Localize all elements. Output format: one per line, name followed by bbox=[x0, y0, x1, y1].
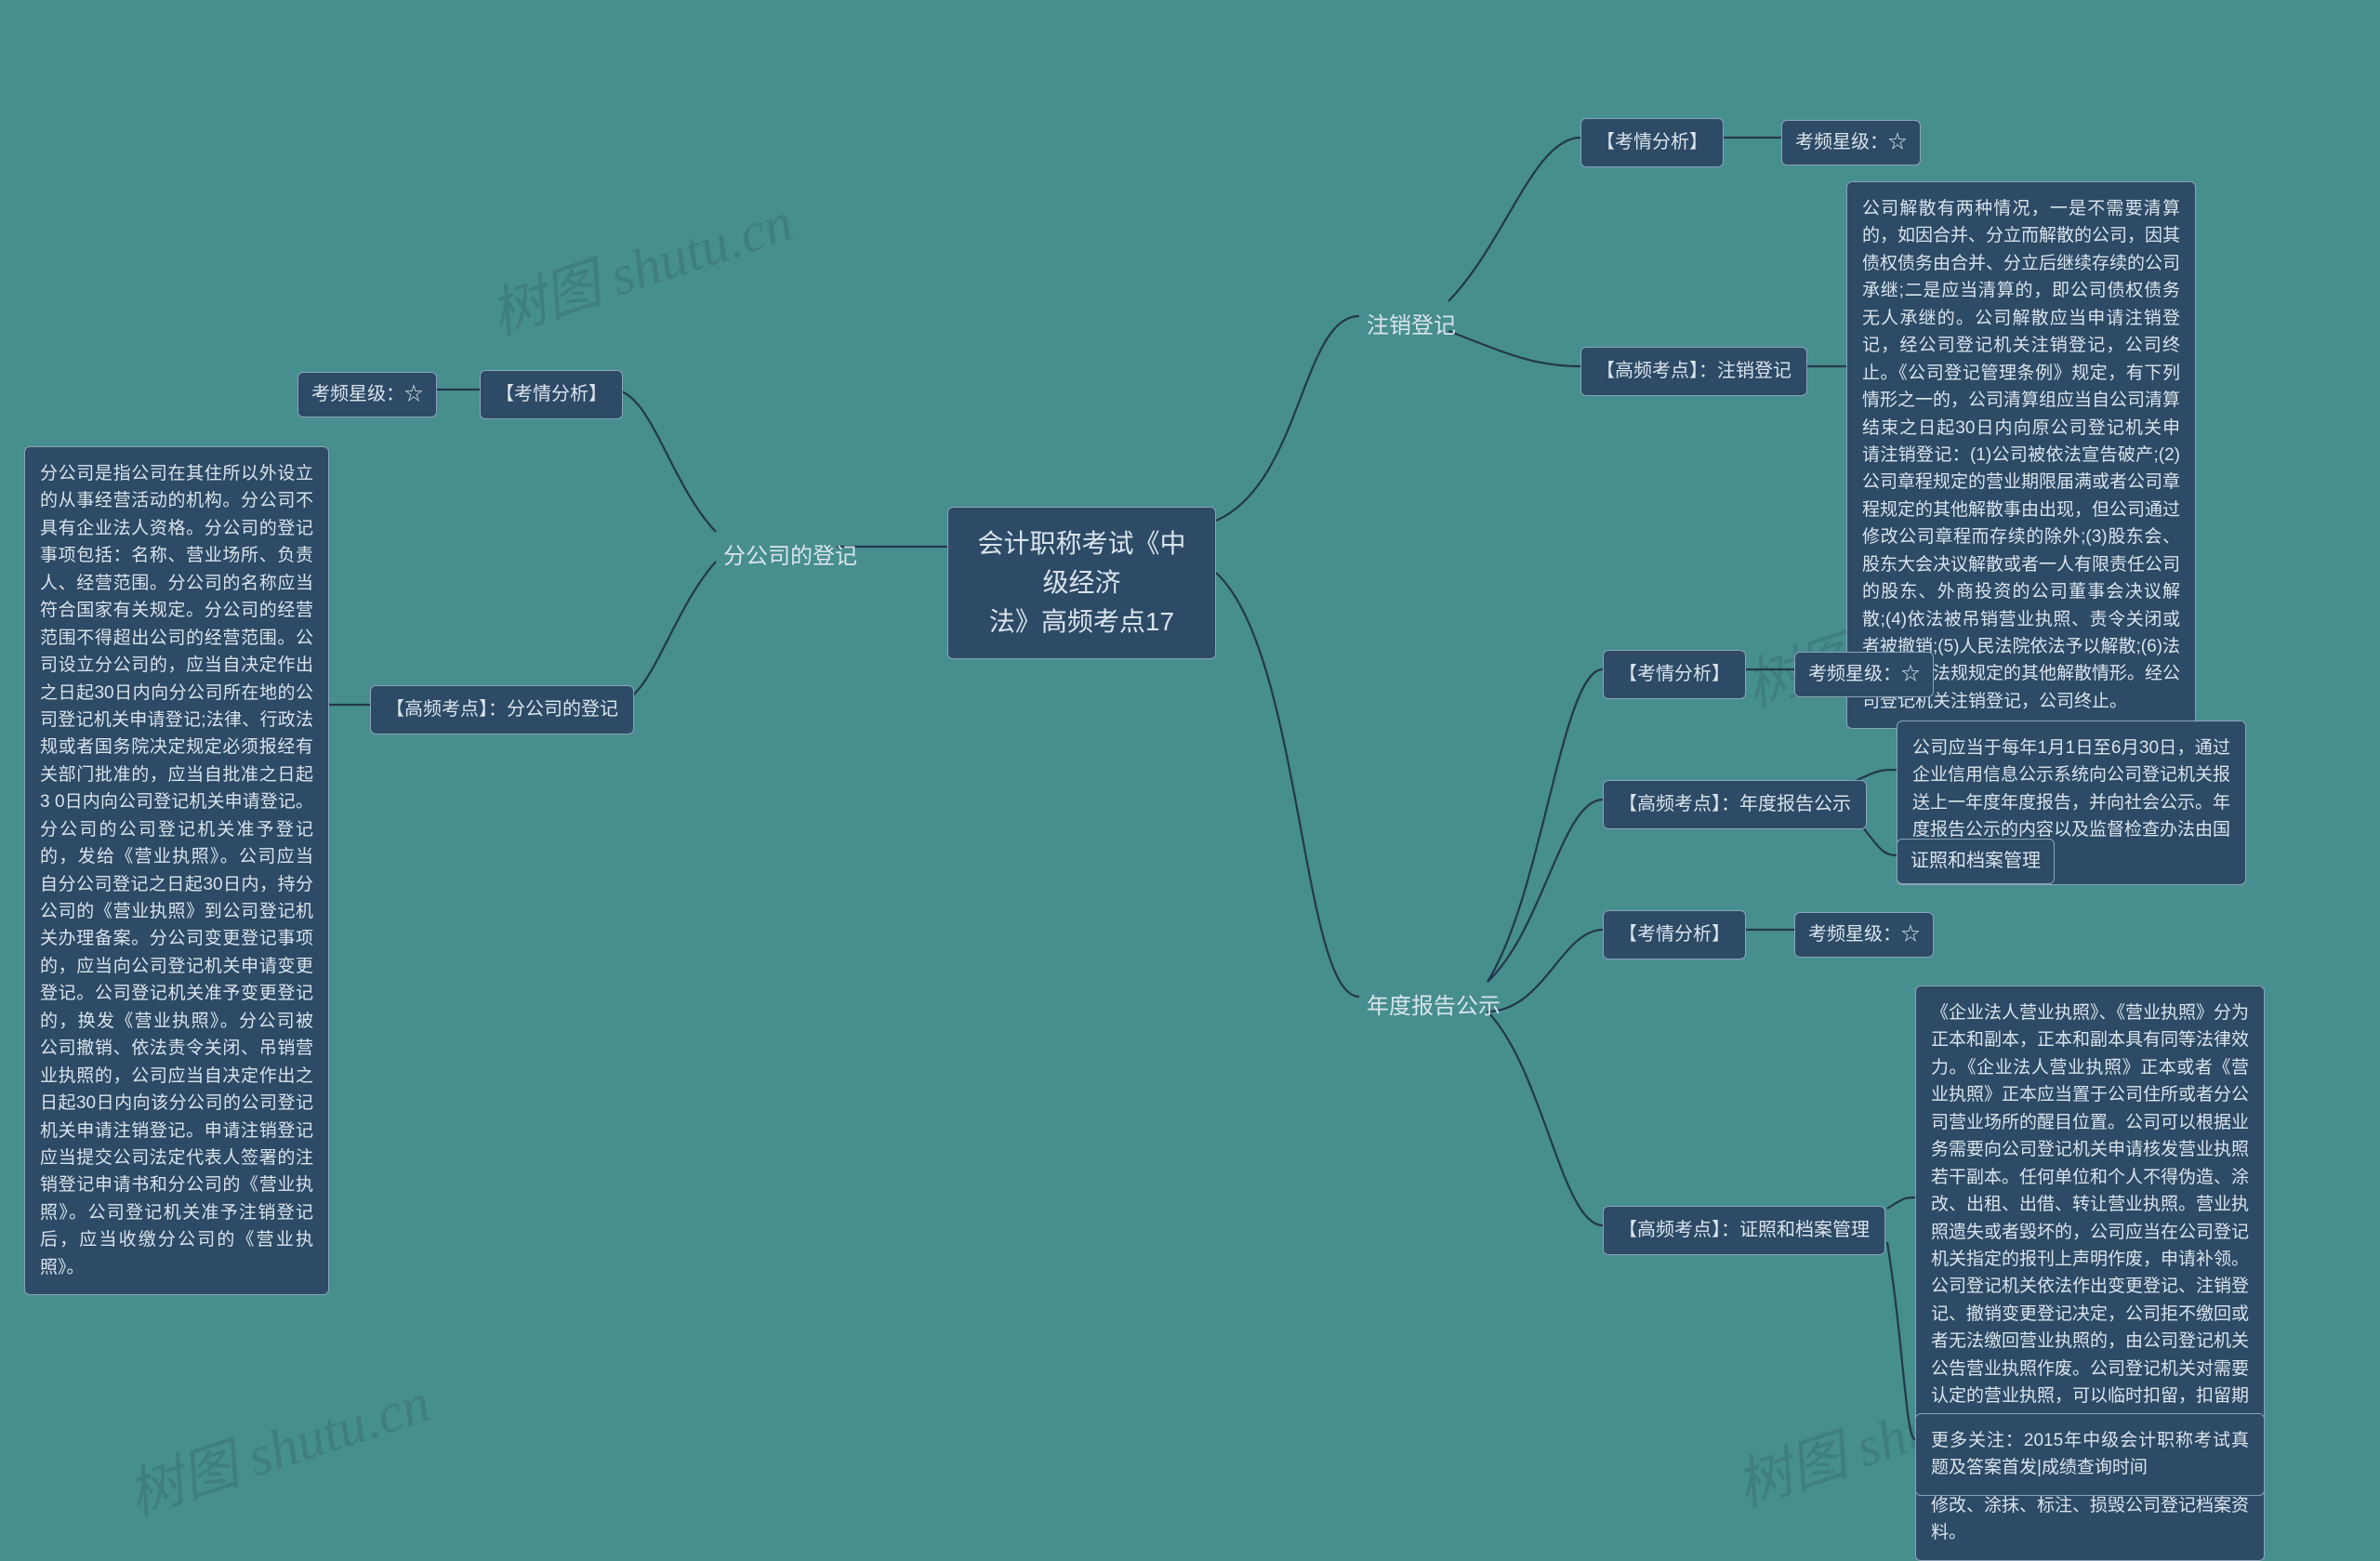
branch-left-point-text: 分公司是指公司在其住所以外设立的从事经营活动的机构。分公司不具有企业法人资格。分… bbox=[24, 446, 329, 1295]
watermark: 树图 shutu.cn bbox=[116, 1357, 439, 1531]
annual-g1-analysis-label[interactable]: 【考情分析】 bbox=[1603, 650, 1746, 699]
branch-cancel-title[interactable]: 注销登记 bbox=[1359, 303, 1463, 349]
annual-g2-analysis-label[interactable]: 【考情分析】 bbox=[1603, 910, 1746, 959]
root-line2: 法》高频考点17 bbox=[989, 607, 1174, 636]
root-line1: 会计职称考试《中级经济 bbox=[977, 529, 1185, 597]
branch-annual-title[interactable]: 年度报告公示 bbox=[1359, 984, 1508, 1029]
annual-g1-analysis-star: 考频星级：☆ bbox=[1794, 652, 1934, 697]
annual-g2-analysis-star: 考频星级：☆ bbox=[1794, 912, 1934, 958]
annual-g2-footer: 更多关注：2015年中级会计职称考试真题及答案首发|成绩查询时间 bbox=[1915, 1413, 2265, 1496]
branch-cancel-point-text: 公司解散有两种情况，一是不需要清算的，如因合并、分立而解散的公司，因其债权债务由… bbox=[1846, 181, 2196, 729]
branch-left-title[interactable]: 分公司的登记 bbox=[716, 534, 865, 579]
branch-left-point-label[interactable]: 【高频考点】：分公司的登记 bbox=[370, 685, 634, 734]
annual-g2-point-label[interactable]: 【高频考点】：证照和档案管理 bbox=[1603, 1206, 1885, 1255]
branch-cancel-analysis-star: 考频星级：☆ bbox=[1781, 120, 1921, 165]
branch-left-analysis-star: 考频星级：☆ bbox=[298, 372, 437, 417]
watermark: 树图 shutu.cn bbox=[479, 177, 801, 351]
annual-g1-point-label[interactable]: 【高频考点】：年度报告公示 bbox=[1603, 780, 1867, 829]
annual-g1-sub-label[interactable]: 证照和档案管理 bbox=[1897, 839, 2055, 884]
branch-cancel-analysis-label[interactable]: 【考情分析】 bbox=[1580, 118, 1724, 167]
branch-left-analysis-label[interactable]: 【考情分析】 bbox=[480, 370, 623, 419]
root-node[interactable]: 会计职称考试《中级经济 法》高频考点17 bbox=[947, 507, 1216, 659]
branch-cancel-point-label[interactable]: 【高频考点】：注销登记 bbox=[1580, 347, 1807, 396]
